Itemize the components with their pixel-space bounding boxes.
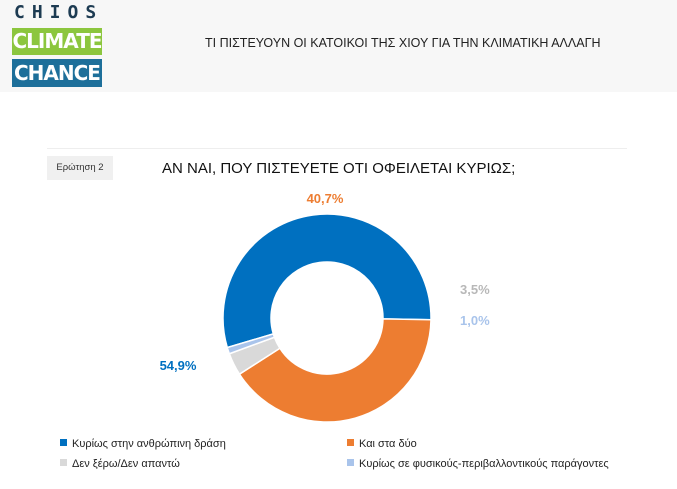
legend-label: Κυρίως στην ανθρώπινη δράση [72,438,226,450]
chart-title: ΑΝ ΝΑΙ, ΠΟΥ ΠΙΣΤΕΥΕΤΕ ΟΤΙ ΟΦΕΙΛΕΤΑΙ ΚΥΡΙ… [162,160,516,177]
chart-panel [47,148,627,484]
legend-item-3: Δεν ξέρω/Δεν απαντώ [60,458,180,470]
report-title: ΤΙ ΠΙΣΤΕΥΟΥΝ ΟΙ ΚΑΤΟΙΚΟΙ ΤΗΣ ΧΙΟΥ ΓΙΑ ΤΗ… [205,36,601,50]
data-label-4: 1,0% [460,313,490,328]
legend-swatch [347,459,354,466]
legend-label: Δεν ξέρω/Δεν απαντώ [72,458,180,470]
legend-item-2: Και στα δύο [347,438,417,450]
data-label-3: 3,5% [460,282,490,297]
header-bar: CHIOS CLIMATE CHANCE ΤΙ ΠΙΣΤΕΥΟΥΝ ΟΙ ΚΑΤ… [0,0,677,92]
legend-swatch [60,459,67,466]
legend-label: Κυρίως σε φυσικούς-περιβαλλοντικούς παρά… [359,458,609,470]
slice-1 [222,213,432,349]
legend-item-4: Κυρίως σε φυσικούς-περιβαλλοντικούς παρά… [347,458,609,470]
question-tag: Ερώτηση 2 [47,156,113,180]
slice-4 [226,332,276,355]
logo-line-chios: CHIOS [14,2,104,23]
logo-line-chance: CHANCE [12,59,102,87]
legend-swatch [347,439,354,446]
data-label-1: 54,9% [160,358,197,373]
logo-line-climate: CLIMATE [12,28,103,55]
legend-label: Και στα δύο [359,438,417,450]
data-label-2: 40,7% [307,191,344,206]
slice-2 [238,318,432,423]
legend-item-1: Κυρίως στην ανθρώπινη δράση [60,438,226,450]
legend-swatch [60,439,67,446]
chios-climate-chance-logo: CHIOS CLIMATE CHANCE [10,2,105,88]
